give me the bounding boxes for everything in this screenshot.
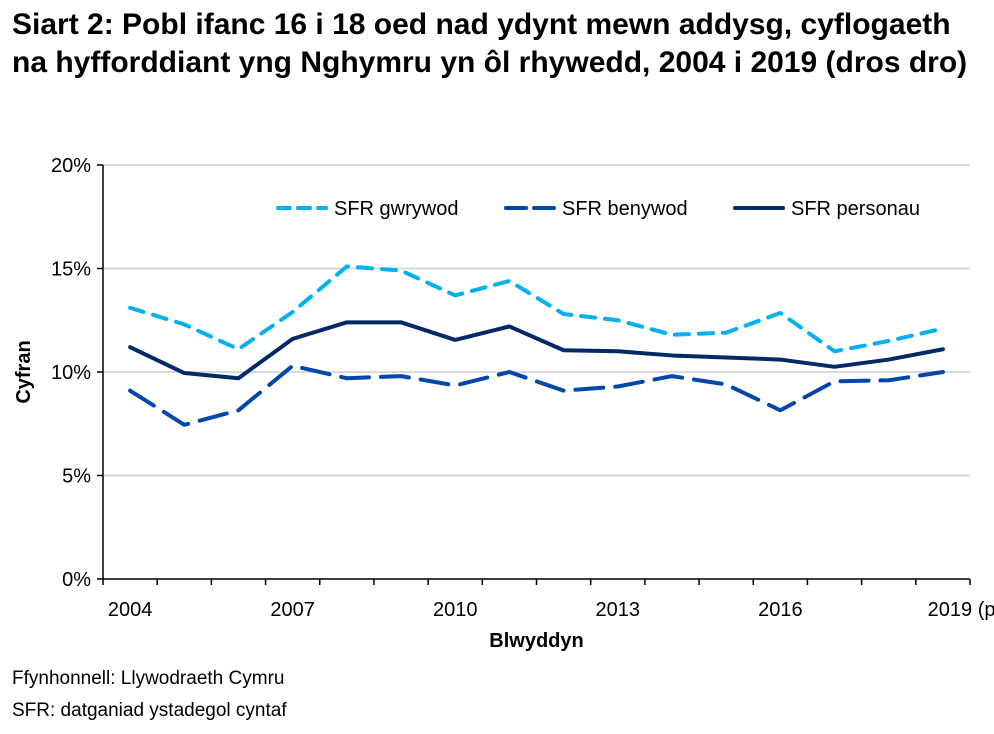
y-tick-label: 15% (51, 259, 91, 281)
x-tick-label: 2013 (596, 599, 641, 621)
x-tick-label: 2004 (108, 599, 153, 621)
legend-label: SFR gwrywod (334, 198, 458, 220)
source-note: Ffynhonnell: Llywodraeth Cymru (12, 668, 285, 689)
chart-title: Siart 2: Pobl ifanc 16 i 18 oed nad ydyn… (12, 8, 968, 79)
series-line-sfr-personau (128, 320, 945, 381)
y-tick-label: 0% (62, 569, 91, 591)
legend-label: SFR benywod (562, 198, 688, 220)
x-tick-label: 2010 (433, 599, 478, 621)
x-tick-label: 2007 (270, 599, 315, 621)
x-axis-title: Blwyddyn (489, 630, 583, 652)
y-axis-title: Cyfran (13, 340, 35, 403)
y-tick-label: 10% (51, 362, 91, 384)
x-tick-label: 2019 (p) (928, 599, 994, 621)
y-tick-label: 5% (62, 466, 91, 488)
series-line-sfr-benywod (128, 363, 945, 427)
y-tick-label: 20% (51, 155, 91, 177)
legend-label: SFR personau (791, 198, 920, 220)
abbreviation-note: SFR: datganiad ystadegol cyntaf (12, 700, 287, 721)
series-line-sfr-gwrywod (128, 264, 945, 354)
x-tick-label: 2016 (758, 599, 803, 621)
